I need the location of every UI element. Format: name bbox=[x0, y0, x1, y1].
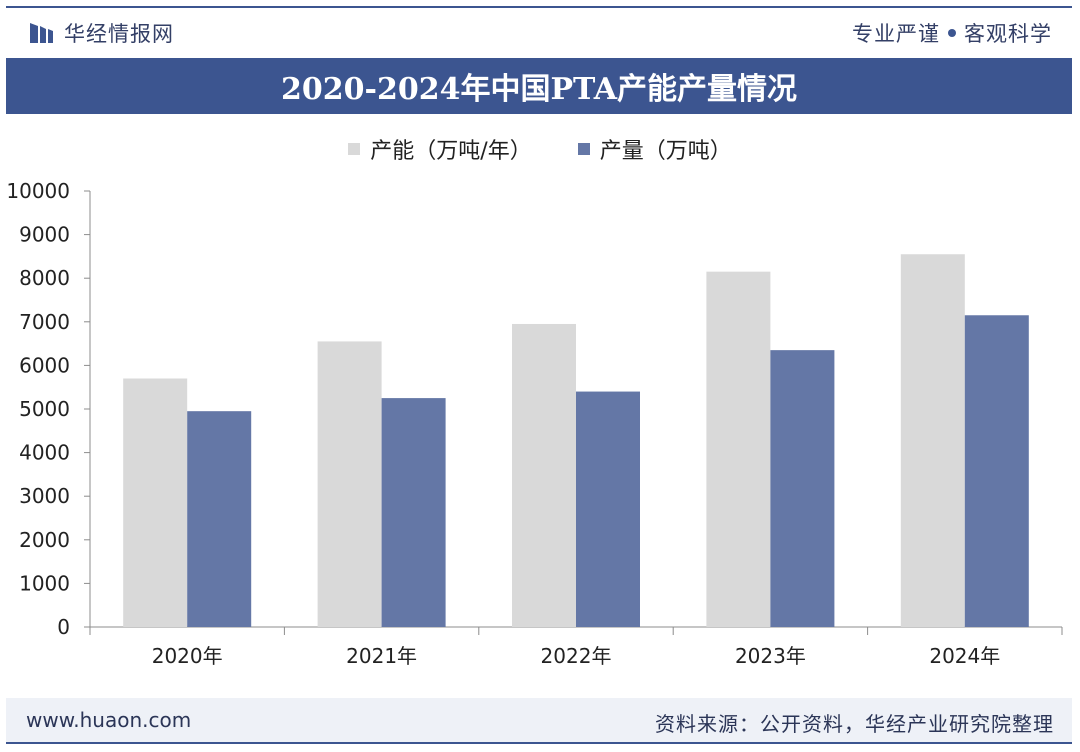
y-tick-label: 0 bbox=[57, 615, 70, 639]
footer-rule bbox=[6, 742, 1072, 744]
y-tick-label: 7000 bbox=[19, 310, 70, 334]
slogan-left: 专业严谨 bbox=[852, 22, 940, 46]
bar-chart: 0 1000 2000 3000 4000 5000 6000 7000 8000 9000 100… bbox=[6, 179, 1063, 668]
x-tick-label: 2024年 bbox=[929, 644, 1000, 668]
slogan: 专业严谨 客观科学 bbox=[852, 18, 1052, 48]
bar-capacity bbox=[900, 254, 965, 627]
y-tick-label: 4000 bbox=[19, 441, 70, 465]
y-tick-label: 9000 bbox=[19, 223, 70, 247]
legend-swatch-capacity bbox=[348, 143, 361, 155]
legend-label-output: 产量（万吨） bbox=[599, 139, 732, 164]
bar-capacity bbox=[123, 378, 188, 627]
chart-title: 2020-2024年中国PTA产能产量情况 bbox=[281, 72, 797, 107]
slogan-right: 客观科学 bbox=[964, 22, 1052, 46]
y-tick-label: 5000 bbox=[19, 397, 70, 421]
x-tick-label: 2022年 bbox=[541, 644, 612, 668]
bar-capacity bbox=[706, 271, 771, 627]
y-tick-label: 2000 bbox=[19, 528, 70, 552]
top-rule bbox=[6, 6, 1072, 8]
bar-output bbox=[576, 391, 640, 627]
x-tick-label: 2021年 bbox=[346, 644, 417, 668]
x-tick-label: 2020年 bbox=[152, 644, 223, 668]
brand-logo-icon bbox=[30, 23, 53, 43]
bar-capacity bbox=[317, 341, 382, 627]
y-tick-label: 1000 bbox=[19, 571, 70, 595]
brand: 华经情报网 bbox=[28, 18, 174, 48]
footer-url: www.huaon.com bbox=[26, 708, 192, 732]
legend-label-capacity: 产能（万吨/年） bbox=[370, 139, 532, 164]
chart-legend: 产能（万吨/年） 产量（万吨） bbox=[0, 134, 1080, 164]
y-tick-label: 3000 bbox=[19, 484, 70, 508]
y-tick-label: 8000 bbox=[19, 266, 70, 290]
y-tick-label: 10000 bbox=[6, 179, 70, 203]
title-bar: 2020-2024年中国PTA产能产量情况 bbox=[6, 58, 1072, 114]
bar-output bbox=[381, 398, 446, 627]
bar-output bbox=[187, 411, 252, 627]
footer-source: 资料来源：公开资料，华经产业研究院整理 bbox=[655, 712, 1054, 736]
bar-output bbox=[964, 315, 1029, 627]
footer-bar bbox=[6, 698, 1072, 744]
legend-item-capacity: 产能（万吨/年） bbox=[348, 133, 532, 165]
x-tick-label: 2023年 bbox=[735, 644, 806, 668]
brand-name: 华经情报网 bbox=[64, 22, 174, 46]
bullet-dot-icon bbox=[948, 29, 956, 37]
bar-output bbox=[770, 350, 835, 627]
legend-swatch-output bbox=[577, 143, 590, 155]
y-tick-label: 6000 bbox=[19, 353, 70, 377]
bar-capacity bbox=[512, 323, 576, 627]
legend-item-output: 产量（万吨） bbox=[577, 133, 732, 165]
